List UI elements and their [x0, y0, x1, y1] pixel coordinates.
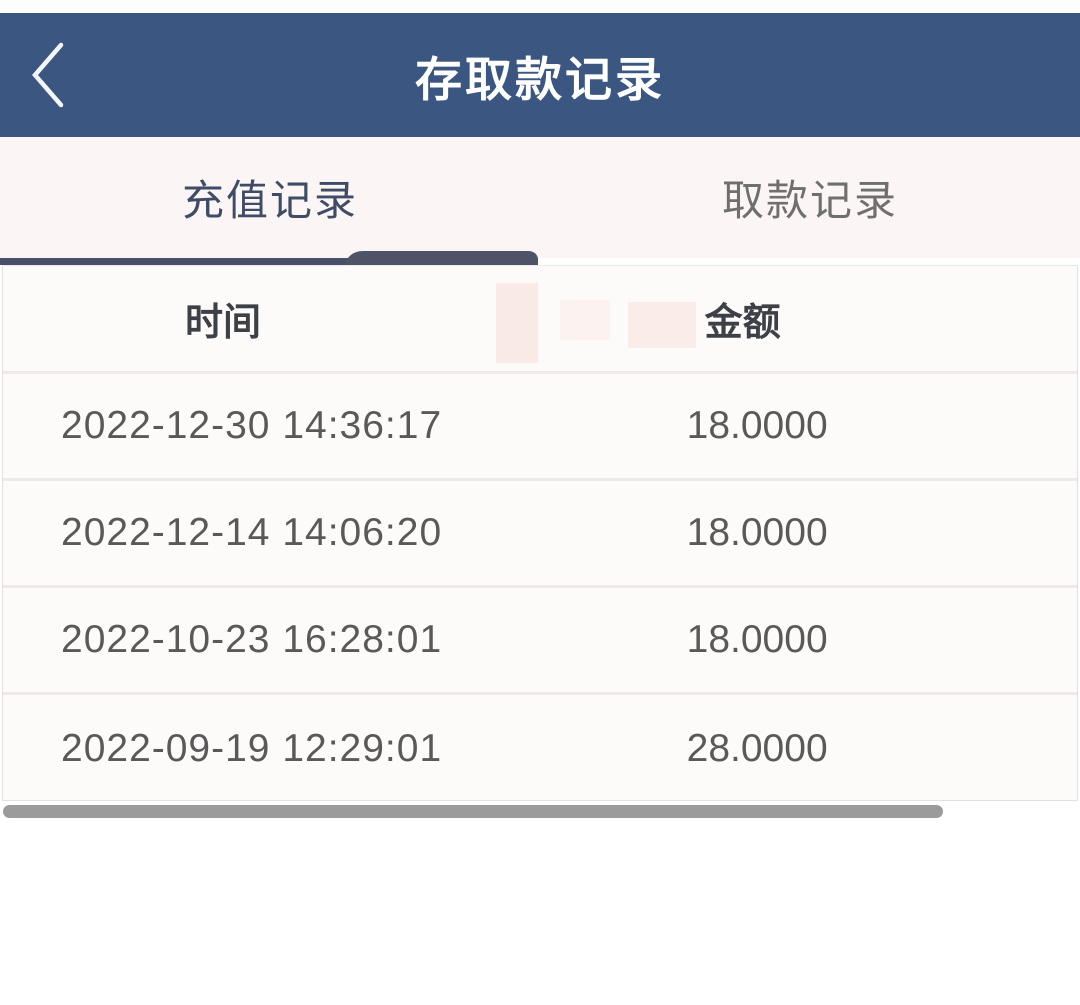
amount-cell: 18.0000 — [686, 618, 828, 661]
chevron-left-icon — [29, 41, 67, 109]
time-cell: 2022-12-30 14:36:17 — [61, 404, 443, 447]
table-row: 2022-12-30 14:36:17 18.0000 — [3, 374, 1077, 481]
amount-cell: 28.0000 — [686, 726, 828, 770]
app-bar: 存取款记录 — [0, 13, 1080, 137]
column-header-time: 时间 — [185, 302, 262, 344]
amount-cell: 18.0000 — [686, 511, 828, 554]
table-row: 2022-12-14 14:06:20 18.0000 — [3, 481, 1077, 588]
page-title: 存取款记录 — [415, 52, 665, 106]
tab-bar: 充值记录 取款记录 — [0, 137, 1080, 258]
time-cell: 2022-10-23 16:28:01 — [61, 618, 443, 661]
active-tab-underline — [0, 258, 538, 265]
column-header-amount: 金额 — [704, 302, 781, 344]
horizontal-scrollbar[interactable] — [3, 805, 943, 818]
back-button[interactable] — [22, 37, 74, 113]
records-table-card: 时间 金额 2022-12-30 14:36:17 18.0000 2022-1… — [2, 265, 1078, 801]
time-cell: 2022-09-19 12:29:01 — [61, 726, 443, 770]
amount-cell: 18.0000 — [686, 404, 828, 447]
table-header-row: 时间 金额 — [3, 266, 1077, 374]
table-row: 2022-09-19 12:29:01 28.0000 — [3, 695, 1077, 802]
tab-recharge-records[interactable]: 充值记录 — [0, 137, 540, 258]
tab-withdrawal-records[interactable]: 取款记录 — [540, 137, 1080, 258]
status-bar-strip — [0, 0, 1080, 13]
time-cell: 2022-12-14 14:06:20 — [61, 511, 443, 554]
table-row: 2022-10-23 16:28:01 18.0000 — [3, 588, 1077, 695]
